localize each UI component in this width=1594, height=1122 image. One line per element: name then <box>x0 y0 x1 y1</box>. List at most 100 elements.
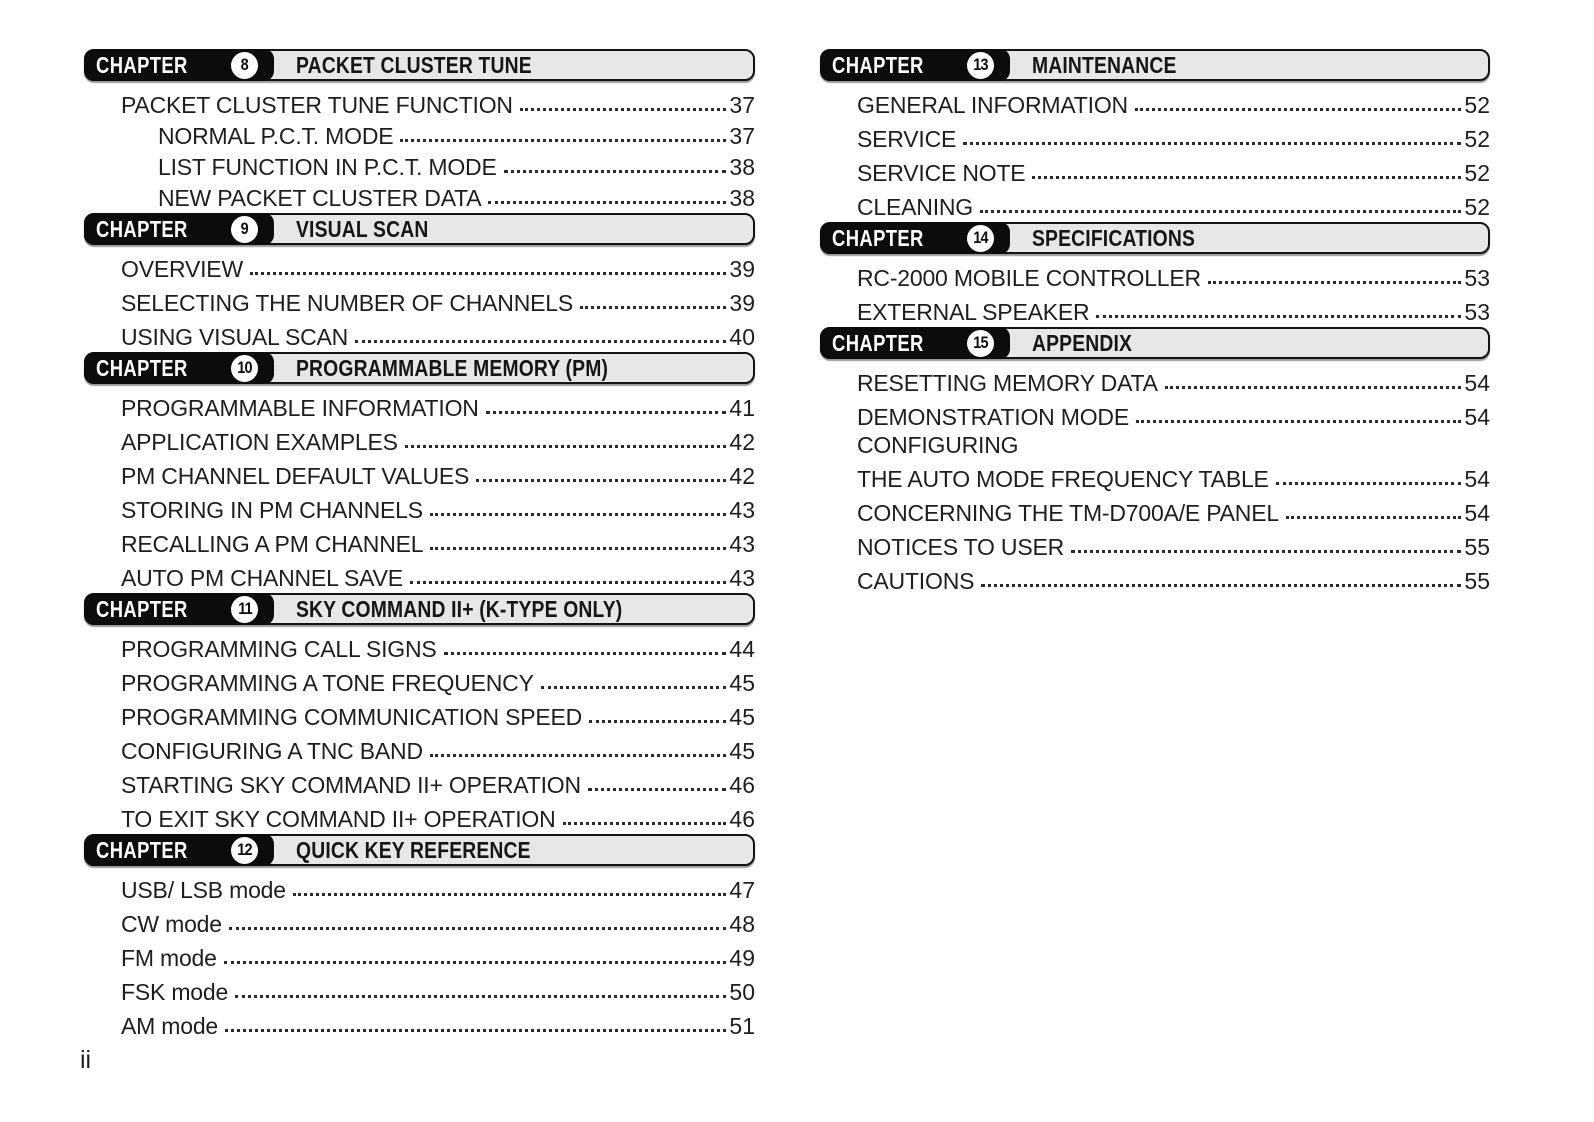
page-number: 54 <box>1464 403 1490 430</box>
toc-entry: CAUTIONS 55 <box>820 559 1490 593</box>
toc-entry: PM CHANNEL DEFAULT VALUES 42 <box>84 454 755 488</box>
chapter-number: 12 <box>237 840 252 859</box>
dot-leader <box>430 547 727 550</box>
entry-label: RC-2000 MOBILE CONTROLLER <box>857 264 1201 291</box>
chapter-number-badge: 12 <box>231 836 258 864</box>
entry-label: SERVICE <box>857 125 957 152</box>
dot-leader <box>223 961 727 964</box>
footer-page-number: ii <box>80 1046 92 1074</box>
page-number: 43 <box>729 564 755 591</box>
page-number: 46 <box>729 805 755 832</box>
toc-entry: THE AUTO MODE FREQUENCY TABLE 54 <box>820 457 1490 491</box>
entry-label: AUTO PM CHANNEL SAVE <box>121 564 403 591</box>
entry-label: CONFIGURING A TNC BAND <box>121 737 423 764</box>
dot-leader <box>443 652 727 655</box>
chapter-word: CHAPTER <box>832 51 924 78</box>
dot-leader <box>1275 482 1462 485</box>
page-number: 47 <box>729 876 755 903</box>
page-number: 44 <box>729 635 755 662</box>
toc-column-right: CHAPTER 13 MAINTENANCE GENERAL INFORMATI… <box>820 46 1490 593</box>
dot-leader <box>1135 420 1462 423</box>
dot-leader <box>1207 281 1462 284</box>
page-number: 45 <box>729 669 755 696</box>
entry-label: SERVICE NOTE <box>857 159 1026 186</box>
entry-label: FSK mode <box>121 978 229 1005</box>
chapter-header: CHAPTER 9 VISUAL SCAN <box>84 213 755 245</box>
chapter-number-badge: 8 <box>231 51 258 79</box>
page-number: 45 <box>729 737 755 764</box>
chapter-number-badge: 13 <box>967 51 994 79</box>
entry-label: PM CHANNEL DEFAULT VALUES <box>121 462 470 489</box>
page-number: 41 <box>729 394 755 421</box>
entry-label: FM mode <box>121 944 217 971</box>
page-number: 49 <box>729 944 755 971</box>
entry-label: CONFIGURING <box>857 431 1019 458</box>
entry-label: PROGRAMMING COMMUNICATION SPEED <box>121 703 583 730</box>
chapter-number: 14 <box>973 228 988 247</box>
toc-entry: PROGRAMMING A TONE FREQUENCY 45 <box>84 661 755 695</box>
chapter-title: SPECIFICATIONS <box>1032 224 1196 251</box>
chapter-number: 13 <box>973 55 988 74</box>
entry-label: DEMONSTRATION MODE <box>857 403 1129 430</box>
page-number: 43 <box>729 530 755 557</box>
entry-label: CLEANING <box>857 193 973 220</box>
toc-entry: USB/ LSB mode 47 <box>84 868 755 902</box>
chapter-pill: CHAPTER 10 <box>84 352 274 384</box>
dot-leader <box>429 754 727 757</box>
dot-leader <box>579 306 727 309</box>
page-number: 54 <box>1464 499 1490 526</box>
entry-label: USING VISUAL SCAN <box>121 323 349 350</box>
page-number: 53 <box>1464 298 1490 325</box>
chapter-pill: CHAPTER 9 <box>84 213 274 245</box>
page-number: 51 <box>729 1012 755 1039</box>
page-number: 48 <box>729 910 755 937</box>
dot-leader <box>562 822 727 825</box>
dot-leader <box>589 720 727 723</box>
entry-label: NEW PACKET CLUSTER DATA <box>158 184 482 211</box>
page-number: 53 <box>1464 264 1490 291</box>
entry-label: NORMAL P.C.T. MODE <box>158 122 394 149</box>
toc-entry: AUTO PM CHANNEL SAVE 43 <box>84 556 755 590</box>
dot-leader <box>1285 516 1462 519</box>
chapter-pill: CHAPTER 11 <box>84 593 274 625</box>
page-number: 54 <box>1464 369 1490 396</box>
toc-entry: CW mode 48 <box>84 902 755 936</box>
entry-label: CAUTIONS <box>857 567 975 594</box>
chapter-word: CHAPTER <box>96 836 188 863</box>
page-number: 54 <box>1464 465 1490 492</box>
dot-leader <box>963 142 1462 145</box>
entry-label: OVERVIEW <box>121 255 243 282</box>
toc-entry: CONCERNING THE TM-D700A/E PANEL 54 <box>820 491 1490 525</box>
entry-label: STORING IN PM CHANNELS <box>121 496 423 523</box>
toc-entry: LIST FUNCTION IN P.C.T. MODE 38 <box>84 148 755 179</box>
chapter-title: SKY COMMAND II+ (K-TYPE ONLY) <box>296 595 623 622</box>
entry-label: GENERAL INFORMATION <box>857 91 1128 118</box>
entry-label: APPLICATION EXAMPLES <box>121 428 398 455</box>
page-number: 46 <box>729 771 755 798</box>
chapter-pill: CHAPTER 12 <box>84 834 274 866</box>
entry-label: THE AUTO MODE FREQUENCY TABLE <box>857 465 1269 492</box>
entry-label: USB/ LSB mode <box>121 876 286 903</box>
chapter-number: 10 <box>237 358 252 377</box>
toc-entry: PROGRAMMING COMMUNICATION SPEED 45 <box>84 695 755 729</box>
chapter-number: 11 <box>237 599 252 618</box>
toc-entry: NORMAL P.C.T. MODE 37 <box>84 117 755 148</box>
entry-label: PACKET CLUSTER TUNE FUNCTION <box>121 91 513 118</box>
page-number: 39 <box>729 255 755 282</box>
toc-entry: SELECTING THE NUMBER OF CHANNELS 39 <box>84 281 755 315</box>
page-number: 39 <box>729 289 755 316</box>
entry-label: CW mode <box>121 910 222 937</box>
page-number: 55 <box>1464 533 1490 560</box>
entry-label: TO EXIT SKY COMMAND II+ OPERATION <box>121 805 556 832</box>
chapter-pill: CHAPTER 14 <box>820 222 1010 254</box>
dot-leader <box>404 445 727 448</box>
page-number: 52 <box>1464 159 1490 186</box>
entry-label: PROGRAMMABLE INFORMATION <box>121 394 479 421</box>
chapter-header: CHAPTER 14 SPECIFICATIONS <box>820 222 1490 254</box>
dot-leader <box>429 513 727 516</box>
toc-entry: USING VISUAL SCAN 40 <box>84 315 755 349</box>
chapter-word: CHAPTER <box>832 224 924 251</box>
dot-leader <box>503 170 727 173</box>
dot-leader <box>1071 550 1462 553</box>
dot-leader <box>400 139 727 142</box>
